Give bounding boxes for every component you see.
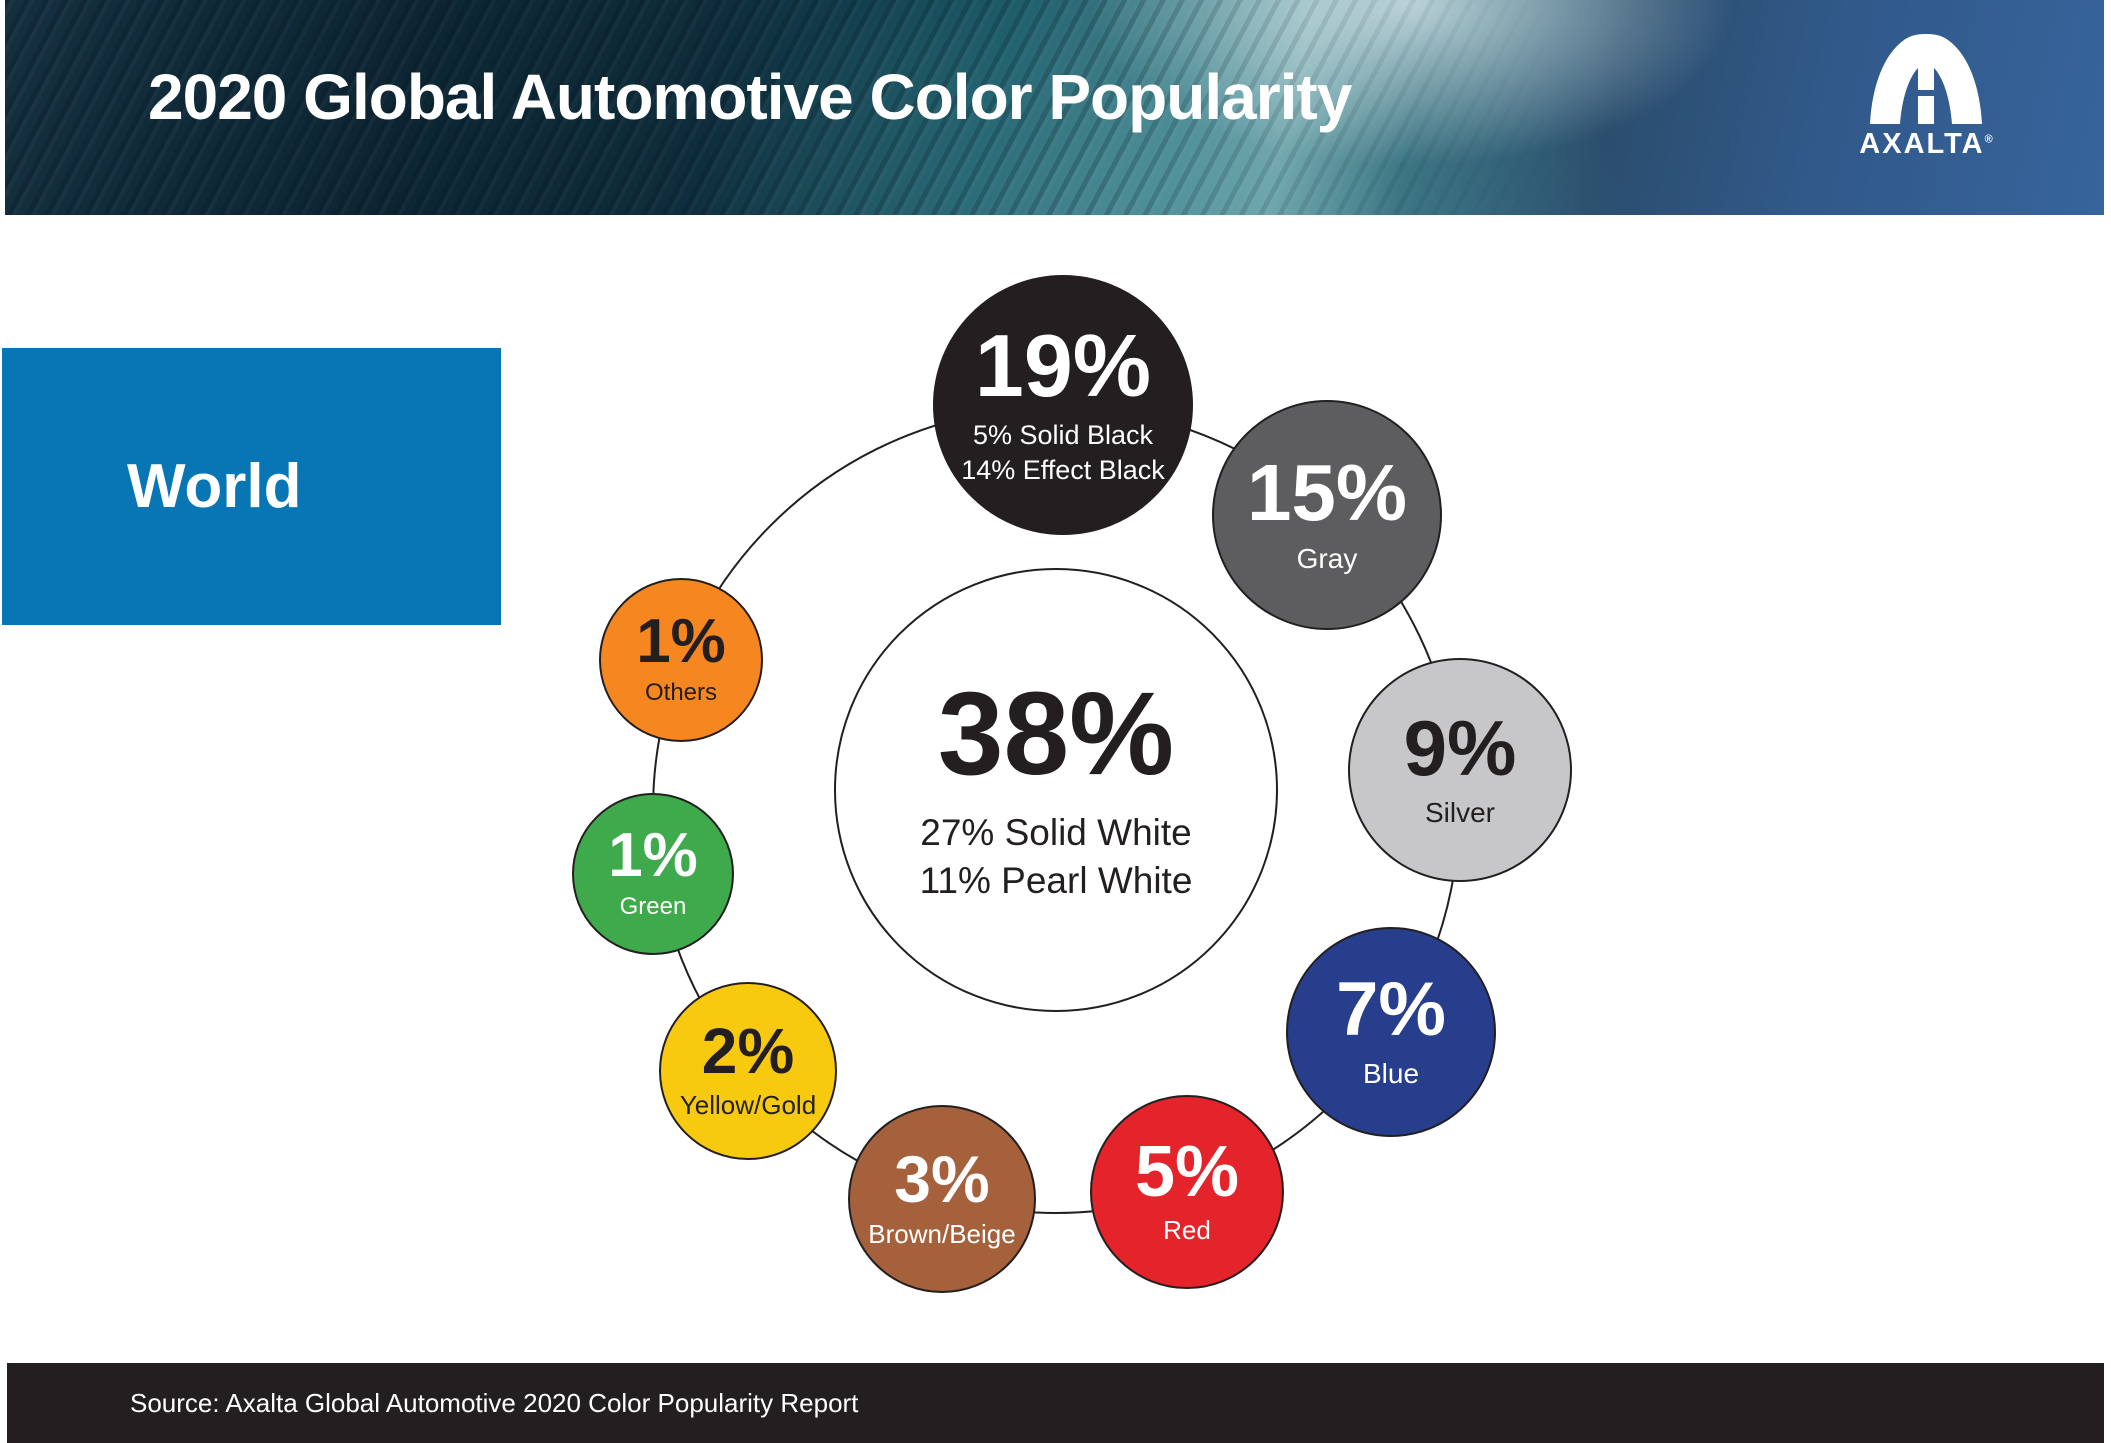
segment-label: Green bbox=[619, 893, 687, 921]
center-subline-2: 11% Pearl White bbox=[919, 860, 1193, 901]
segment-label: 14% Effect Black bbox=[961, 455, 1165, 485]
registered-mark: ® bbox=[1984, 133, 1993, 146]
segment-pct: 2% bbox=[701, 1015, 795, 1088]
segment-label: Others bbox=[644, 679, 718, 707]
axalta-logo: AXALTA® bbox=[1848, 34, 2004, 161]
segment-label: Brown/Beige bbox=[868, 1219, 1016, 1250]
segment-pct: 5% bbox=[1134, 1132, 1240, 1213]
segment-circle-brown: 3% Brown/Beige bbox=[848, 1105, 1036, 1293]
page-title: 2020 Global Automotive Color Popularity bbox=[148, 61, 1352, 133]
segment-label: Silver bbox=[1424, 796, 1495, 828]
segment-pct: 1% bbox=[608, 821, 698, 891]
segment-circle-silver: 9% Silver bbox=[1348, 658, 1572, 882]
segment-circle-yellow: 2% Yellow/Gold bbox=[659, 982, 837, 1160]
footer-bar: Source: Axalta Global Automotive 2020 Co… bbox=[7, 1363, 2104, 1443]
segment-circle-orange: 1% Others bbox=[599, 578, 763, 742]
segment-label: Yellow/Gold bbox=[679, 1090, 817, 1121]
source-text: Source: Axalta Global Automotive 2020 Co… bbox=[130, 1387, 859, 1418]
axalta-a-icon bbox=[1870, 34, 1982, 124]
segment-circle-blue: 7% Blue bbox=[1286, 927, 1496, 1137]
region-label-box: World bbox=[2, 348, 501, 625]
segment-label: Gray bbox=[1296, 542, 1358, 574]
segment-circle-red: 5% Red bbox=[1090, 1095, 1284, 1289]
logo-wordmark: AXALTA® bbox=[1859, 128, 1993, 160]
segment-label: Red bbox=[1163, 1215, 1211, 1246]
segment-circle-gray: 15% Gray bbox=[1212, 400, 1442, 630]
segment-pct: 15% bbox=[1246, 447, 1408, 537]
segment-circle-green: 1% Green bbox=[572, 793, 734, 955]
segment-pct: 3% bbox=[894, 1142, 990, 1217]
center-circle-white: 38% 27% Solid White 11% Pearl White bbox=[834, 568, 1278, 1012]
center-pct: 38% bbox=[937, 667, 1175, 800]
segment-pct: 9% bbox=[1403, 703, 1517, 792]
segment-pct: 1% bbox=[636, 607, 726, 677]
segment-pct: 19% bbox=[974, 315, 1152, 415]
segment-label: 5% Solid Black bbox=[972, 419, 1154, 450]
segment-pct: 7% bbox=[1336, 966, 1446, 1052]
region-label: World bbox=[127, 452, 302, 521]
center-subline-1: 27% Solid White bbox=[920, 811, 1192, 853]
segment-circle-black: 19% 5% Solid Black 14% Effect Black bbox=[933, 275, 1193, 535]
segment-label: Blue bbox=[1362, 1057, 1420, 1089]
header-banner: 2020 Global Automotive Color Popularity … bbox=[5, 0, 2104, 215]
